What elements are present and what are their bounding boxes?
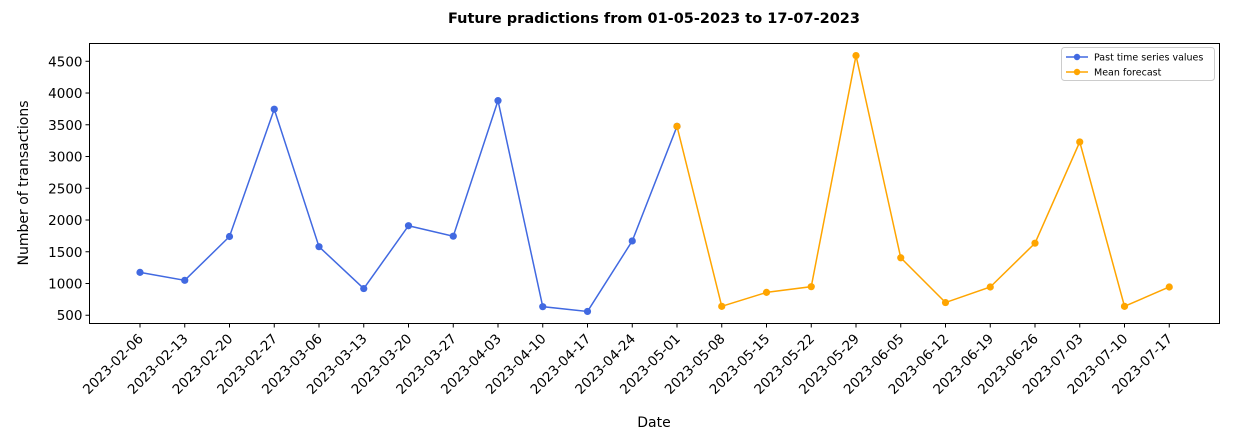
- series-layer: [136, 51, 1173, 316]
- series-2-point: [673, 122, 681, 130]
- legend-marker: [1073, 53, 1081, 61]
- series-2-point: [1031, 239, 1039, 247]
- y-tick-label: 1000: [48, 277, 82, 293]
- y-tick-label: 500: [57, 308, 83, 324]
- series-1-point: [315, 243, 323, 251]
- series-1-point: [136, 268, 144, 276]
- x-axis-label: Date: [637, 415, 670, 431]
- x-axis: 2023-02-062023-02-132023-02-202023-02-27…: [80, 323, 1176, 398]
- series-1-point: [360, 284, 368, 293]
- legend-marker: [1073, 68, 1081, 76]
- y-tick-label: 1500: [48, 245, 82, 261]
- series-2-point: [941, 298, 950, 307]
- series-1-point: [449, 232, 457, 240]
- series-2-point: [1120, 302, 1129, 310]
- series-2-point: [1076, 138, 1084, 146]
- legend-label: Past time series values: [1094, 53, 1203, 64]
- series-2-point: [762, 288, 771, 296]
- series-1-point: [628, 237, 636, 245]
- y-tick-label: 2000: [48, 213, 82, 229]
- series-1-point: [270, 105, 278, 113]
- chart-title: Future pradictions from 01-05-2023 to 17…: [448, 11, 860, 27]
- legend: Past time series values Mean forecast: [1061, 47, 1215, 81]
- series-2-point: [852, 51, 860, 60]
- y-tick-label: 4000: [48, 86, 82, 102]
- series-line-2: [676, 55, 1170, 308]
- legend-label: Mean forecast: [1094, 68, 1162, 79]
- series-1-point: [494, 97, 502, 105]
- y-tick-label: 3000: [48, 150, 82, 166]
- y-tick-label: 3500: [48, 118, 82, 134]
- series-1-point: [181, 276, 189, 284]
- series-2-point: [807, 283, 815, 291]
- series-2-point: [986, 283, 994, 291]
- legend-box: [1061, 47, 1215, 81]
- y-axis-label: Number of transactions: [16, 100, 32, 265]
- series-2-point: [718, 302, 726, 310]
- series-1-point: [583, 307, 592, 316]
- series-1-point: [225, 232, 234, 241]
- y-axis: 500 1000 1500 2000 2500 3000 3500 4000 4500: [48, 54, 90, 324]
- series-2-point: [897, 254, 905, 262]
- series-1-point: [539, 303, 547, 311]
- y-tick-label: 2500: [48, 181, 82, 197]
- series-1-point: [404, 222, 413, 230]
- series-2-point: [1165, 283, 1173, 291]
- y-tick-label: 4500: [48, 54, 82, 70]
